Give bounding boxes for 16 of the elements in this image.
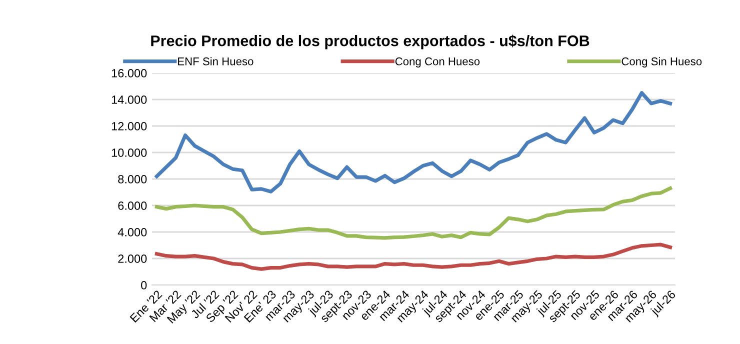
y-tick-label: 8.000 (118, 175, 147, 184)
line-series (154, 242, 672, 271)
y-tick-label: 6.000 (118, 202, 147, 210)
line-series (154, 186, 672, 240)
y-tick-label: 0 (141, 281, 147, 290)
legend-label: Cong Con Hueso (395, 57, 480, 68)
legend-label: ENF Sin Hueso (178, 57, 254, 66)
y-tick-label: 16.000 (112, 69, 147, 78)
chart-title: Precio Promedio de los productos exportados - u$s/ton FOB (151, 34, 590, 50)
y-tick-label: 14.000 (112, 96, 147, 104)
y-tick-label: 12.000 (112, 122, 147, 130)
legend-label: Cong Sin Hueso (622, 57, 702, 68)
y-tick-label: 2.000 (118, 254, 147, 263)
y-tick-label: 4.000 (118, 228, 147, 236)
line-series (154, 91, 672, 194)
y-tick-label: 10.000 (112, 148, 147, 157)
